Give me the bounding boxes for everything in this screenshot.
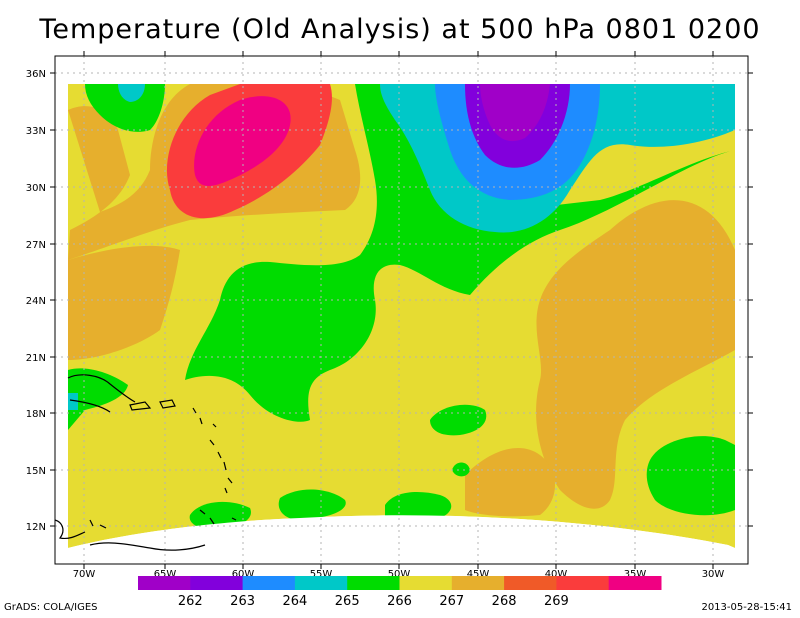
colorbar: 262 263 264 265 266 267 268 269 [138,576,662,609]
field-262 [480,84,550,142]
coastlines [55,374,237,551]
lat-label: 27N [26,240,46,251]
colorbar-swatch [294,576,348,590]
lon-label: 70W [73,569,96,580]
colorbar-label: 262 [178,594,203,609]
plot-frame [54,55,749,565]
lat-lon-grid [55,56,748,564]
lon-label: 65W [154,569,177,580]
field-265-small [68,393,78,410]
timestamp: 2013-05-28-15:41 [701,602,792,613]
colorbar-swatch [608,576,662,590]
lat-label: 21N [26,353,46,364]
map-title: Temperature (Old Analysis) at 500 hPa 08… [39,14,761,45]
colorbar-label: 265 [335,594,360,609]
field-268-east [536,200,735,509]
field-266-hispaniola [68,368,128,430]
colorbar-swatch [504,576,557,590]
lon-label: 55W [310,569,333,580]
field-268-south [465,447,555,517]
lat-label: 15N [26,466,46,477]
axis-ticks: 36N 33N 30N 27N 24N 21N 18N 15N 12N 70W 65W 60W 55W 5… [26,51,753,580]
lon-label: 50W [388,569,411,580]
lon-label: 30W [702,569,725,580]
colorbar-swatch [138,576,191,590]
no-data-area [55,515,748,564]
colorbar-label: 263 [230,594,255,609]
contour-fills [55,56,748,564]
colorbar-swatch [347,576,400,590]
colorbar-swatch [451,576,505,590]
colorbar-swatch [190,576,244,590]
lon-label: 60W [232,569,255,580]
software-credit: GrADS: COLA/IGES [4,602,98,613]
colorbar-label: 264 [282,594,307,609]
colorbar-label: 266 [387,594,412,609]
field-266-nw [85,84,165,132]
lon-label: 40W [545,569,568,580]
field-266-main [185,84,735,422]
field-266-south1 [278,489,346,520]
lat-label: 36N [26,69,46,80]
lon-label: 45W [467,569,490,580]
colorbar-swatch [556,576,610,590]
field-269-core [194,96,291,186]
lat-label: 24N [26,296,46,307]
lat-label: 30N [26,183,46,194]
field-265-nw [118,84,145,102]
field-266-south2 [385,492,452,518]
lon-label: 35W [624,569,647,580]
colorbar-label: 267 [439,594,464,609]
colorbar-swatch [399,576,453,590]
lat-label: 33N [26,126,46,137]
field-266-mid [430,404,487,436]
lat-label: 18N [26,409,46,420]
field-266-small [452,462,470,477]
lat-label: 12N [26,522,46,533]
colorbar-swatch [242,576,296,590]
field-268-west-lower [68,245,180,360]
colorbar-label: 269 [544,594,569,609]
colorbar-label: 268 [492,594,517,609]
